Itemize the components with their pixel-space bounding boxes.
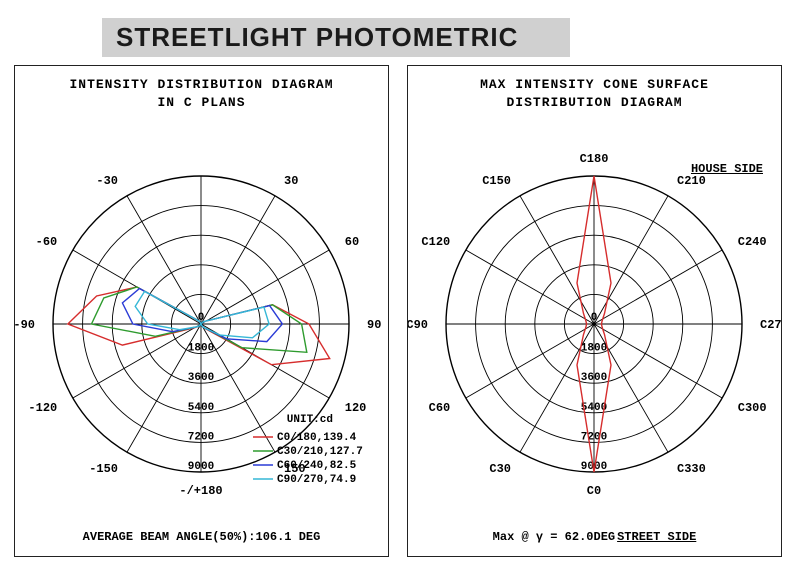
svg-text:C0: C0	[587, 484, 601, 498]
svg-text:C270: C270	[760, 318, 781, 332]
svg-text:3600: 3600	[581, 372, 607, 384]
svg-text:7200: 7200	[188, 431, 214, 443]
intensity-distribution-panel: INTENSITY DISTRIBUTION DIAGRAM IN C PLAN…	[14, 65, 389, 557]
svg-text:C120: C120	[421, 235, 450, 249]
svg-text:-30: -30	[96, 174, 118, 188]
cone-surface-panel: MAX INTENSITY CONE SURFACE DISTRIBUTION …	[407, 65, 782, 557]
svg-text:-60: -60	[36, 235, 58, 249]
svg-text:1800: 1800	[581, 343, 607, 355]
svg-text:C0/180,139.4: C0/180,139.4	[277, 432, 357, 444]
svg-text:-90: -90	[15, 318, 35, 332]
svg-text:C210: C210	[677, 174, 706, 188]
svg-text:C30/210,127.7: C30/210,127.7	[277, 446, 363, 458]
svg-text:30: 30	[284, 174, 298, 188]
svg-text:-120: -120	[28, 401, 57, 415]
svg-text:C180: C180	[580, 152, 609, 166]
svg-text:7200: 7200	[581, 431, 607, 443]
svg-text:C60/240,82.5: C60/240,82.5	[277, 460, 357, 472]
right-polar-chart: 018003600540072009000C0C30C60C90C120C150…	[408, 66, 781, 556]
svg-text:C300: C300	[738, 401, 767, 415]
svg-text:5400: 5400	[188, 402, 214, 414]
right-footer: Max @ γ = 62.0DEGSTREET SIDE	[408, 530, 781, 544]
svg-text:-/+180: -/+180	[179, 484, 222, 498]
left-footer: AVERAGE BEAM ANGLE(50%):106.1 DEG	[15, 530, 388, 544]
svg-text:C60: C60	[429, 401, 451, 415]
title-bar: STREETLIGHT PHOTOMETRIC	[102, 18, 570, 57]
svg-text:3600: 3600	[188, 372, 214, 384]
svg-text:0: 0	[591, 312, 598, 324]
svg-text:-150: -150	[89, 462, 118, 476]
svg-text:120: 120	[345, 401, 367, 415]
left-polar-chart: 018003600540072009000-/+180-150-120-90-6…	[15, 66, 388, 556]
svg-text:1800: 1800	[188, 343, 214, 355]
right-footer-b: STREET SIDE	[617, 530, 696, 544]
svg-text:C330: C330	[677, 462, 706, 476]
svg-text:C30: C30	[489, 462, 511, 476]
svg-text:UNIT:cd: UNIT:cd	[287, 414, 333, 426]
svg-text:C90/270,74.9: C90/270,74.9	[277, 474, 356, 486]
svg-text:C150: C150	[482, 174, 511, 188]
svg-text:60: 60	[345, 235, 359, 249]
svg-text:90: 90	[367, 318, 381, 332]
panels-row: INTENSITY DISTRIBUTION DIAGRAM IN C PLAN…	[0, 65, 800, 557]
right-footer-a: Max @ γ = 62.0DEG	[493, 530, 615, 544]
svg-text:C240: C240	[738, 235, 767, 249]
svg-text:9000: 9000	[188, 461, 214, 473]
page-title: STREETLIGHT PHOTOMETRIC	[116, 22, 556, 53]
svg-text:C90: C90	[408, 318, 428, 332]
